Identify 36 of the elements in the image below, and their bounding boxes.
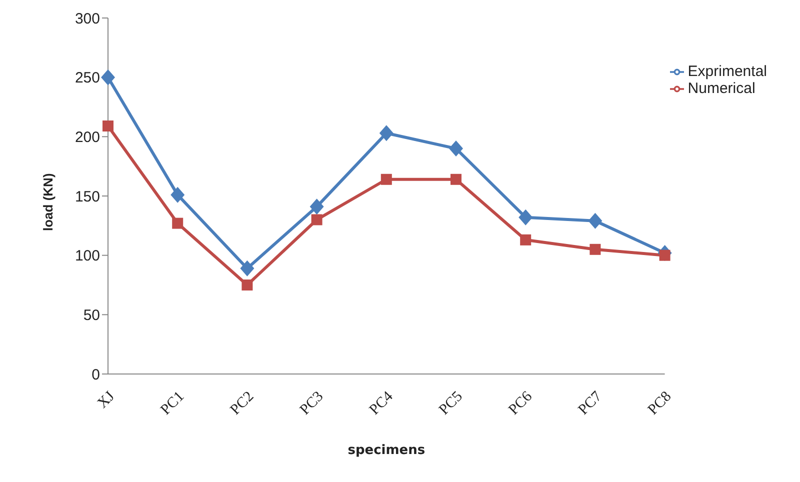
x-axis-title: specimens xyxy=(348,443,426,458)
y-tick-label: 300 xyxy=(74,10,100,28)
point xyxy=(240,260,254,276)
x-tick-label: PC6 xyxy=(506,388,536,418)
x-tick-label: PC4 xyxy=(366,388,397,418)
point xyxy=(102,120,114,132)
y-tick-label: 150 xyxy=(74,188,100,206)
y-tick-label: 200 xyxy=(74,128,100,146)
y-axis-title: load (KN) xyxy=(40,173,56,231)
point xyxy=(311,214,322,226)
x-tick-label: PC7 xyxy=(576,388,606,418)
point xyxy=(380,174,392,185)
point xyxy=(101,69,115,86)
point xyxy=(310,198,324,215)
x-tick-label: PC5 xyxy=(436,388,466,418)
legend-label: Exprimental xyxy=(688,63,767,80)
x-tick-label: PC1 xyxy=(158,388,188,418)
point xyxy=(379,125,394,142)
point xyxy=(450,174,462,185)
point xyxy=(588,212,602,229)
y-tick-label: 0 xyxy=(92,366,100,384)
point xyxy=(590,244,601,255)
y-tick-label: 250 xyxy=(74,70,100,87)
point xyxy=(170,186,185,203)
y-tick-label: 50 xyxy=(83,306,100,324)
x-tick-label: PC2 xyxy=(228,388,258,418)
x-tick-label: PC3 xyxy=(297,388,327,418)
x-tick-label: PC8 xyxy=(645,388,675,418)
x-tick-label: XJ xyxy=(94,388,118,412)
point xyxy=(242,280,253,290)
point xyxy=(518,209,533,226)
y-tick-label: 100 xyxy=(74,248,100,265)
point xyxy=(172,218,184,229)
legend-label: Numerical xyxy=(688,80,756,97)
point xyxy=(449,140,463,157)
point xyxy=(520,234,532,246)
